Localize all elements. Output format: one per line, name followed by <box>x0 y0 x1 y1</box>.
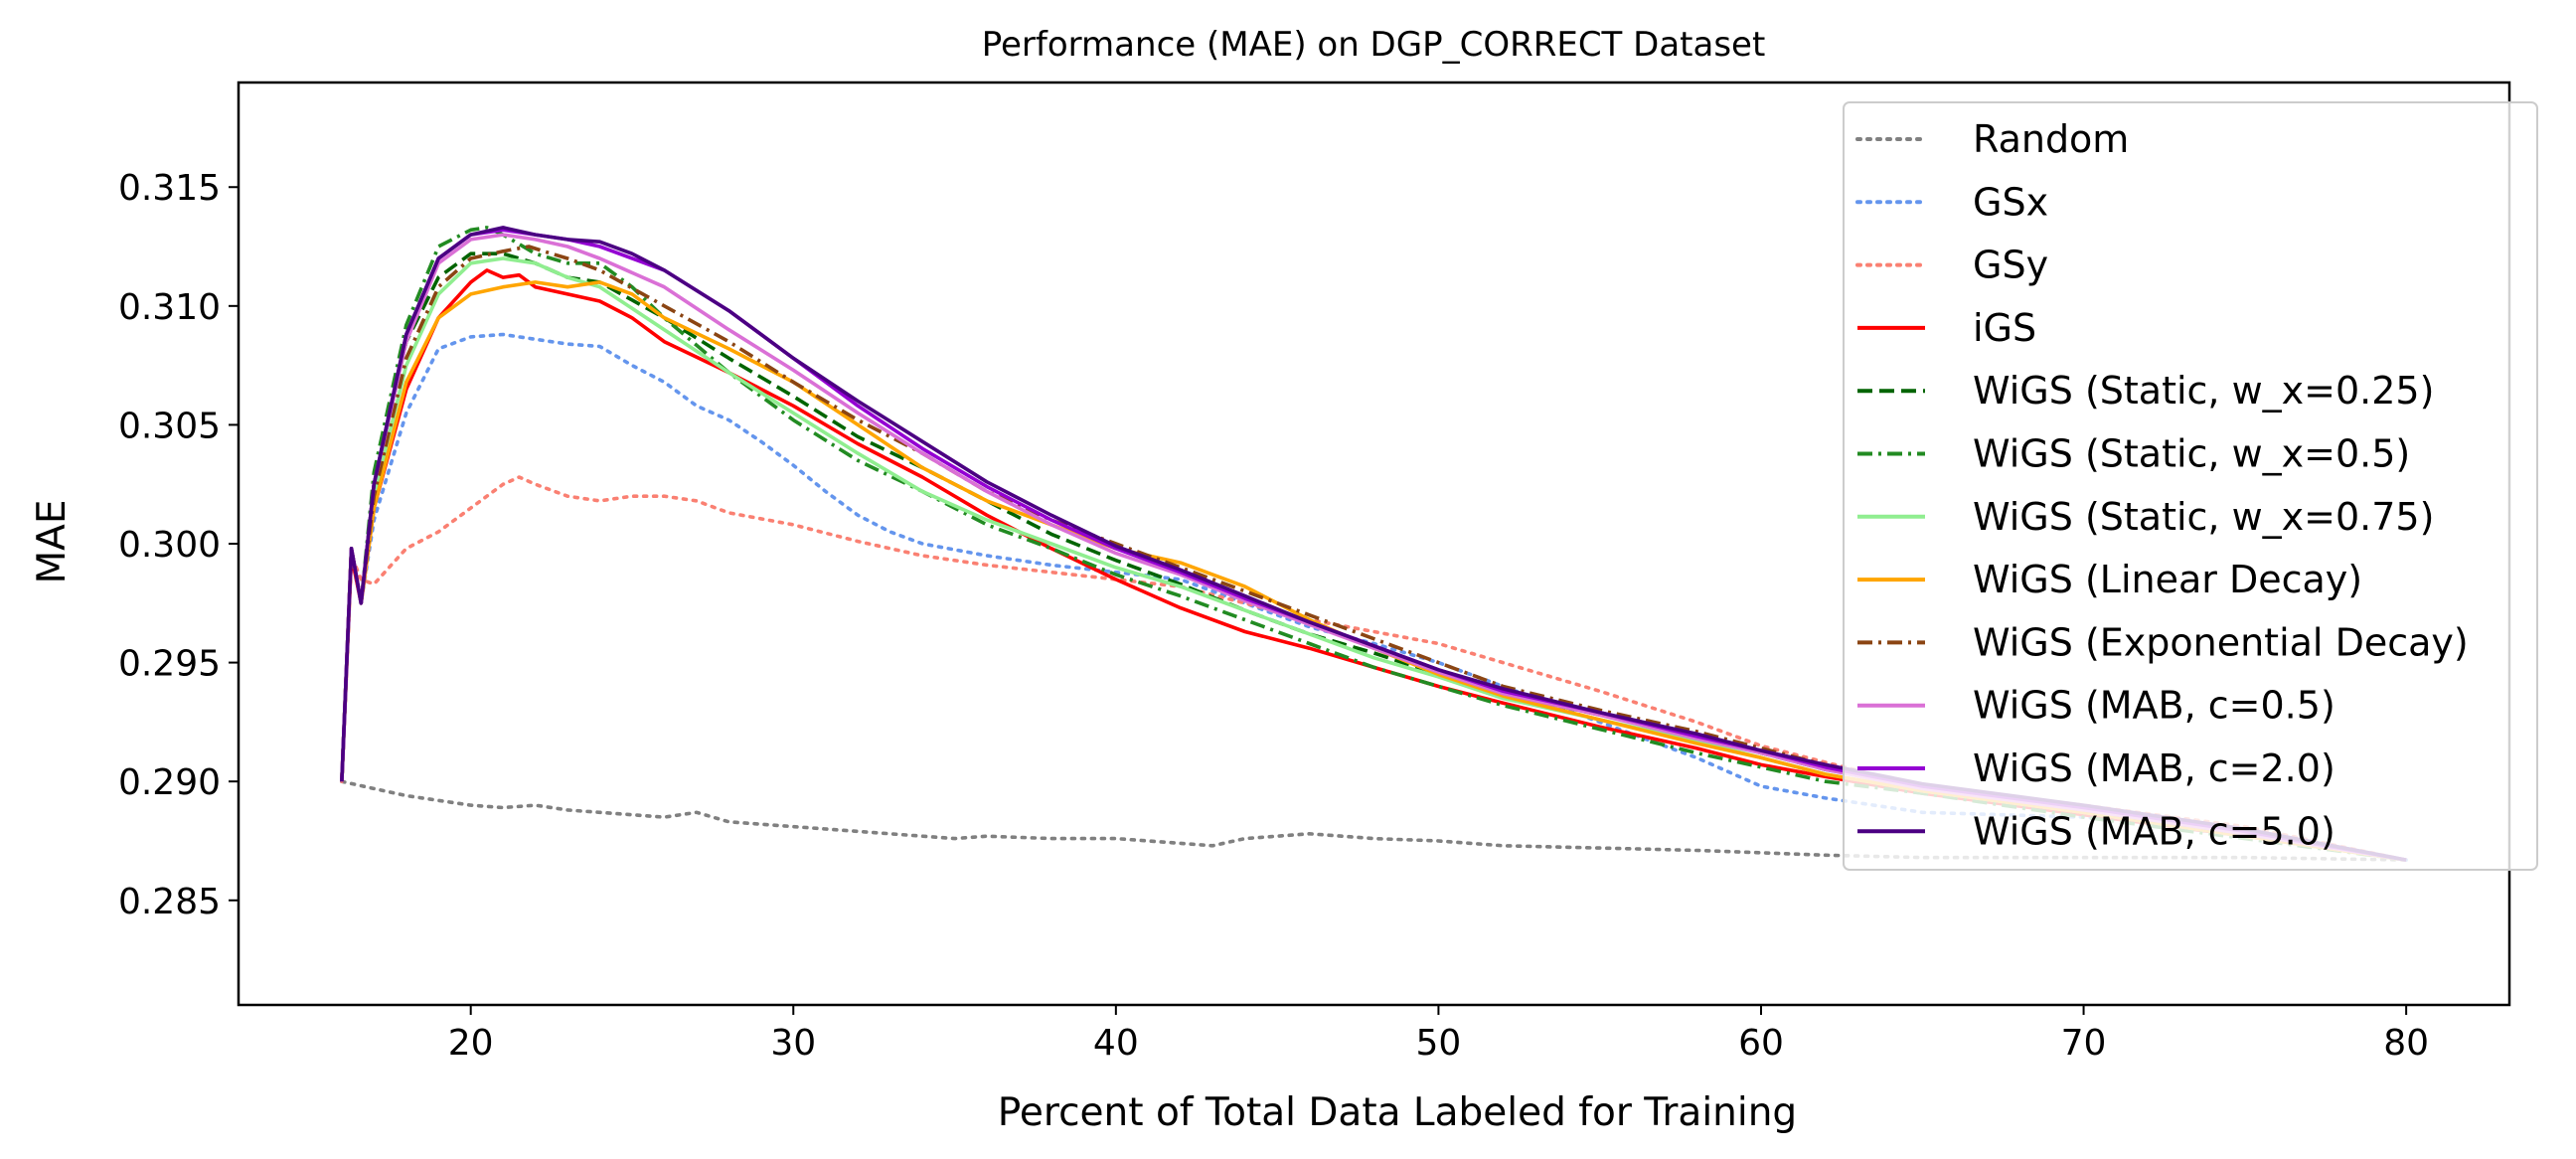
x-axis-label: Percent of Total Data Labeled for Traini… <box>998 1090 1797 1135</box>
legend-label: WiGS (Static, w_x=0.5) <box>1973 432 2410 476</box>
y-tick-label: 0.295 <box>118 644 221 685</box>
legend-label: WiGS (Static, w_x=0.25) <box>1973 369 2434 413</box>
legend-label: WiGS (Static, w_x=0.75) <box>1973 495 2434 539</box>
y-axis-label: MAE <box>30 500 75 584</box>
legend: Random GSx GSy iGS WiGS (Static, w_x=0.25) Wi… <box>1843 101 2538 871</box>
y-tick-label: 0.315 <box>118 168 221 209</box>
series-line <box>340 475 2408 862</box>
legend-label: WiGS (MAB, c=5.0) <box>1973 809 2335 853</box>
chart-title: Performance (MAE) on DGP_CORRECT Dataset <box>982 25 1766 65</box>
x-tick-label: 80 <box>2383 1023 2429 1064</box>
y-tick-label: 0.305 <box>118 406 221 446</box>
legend-label: iGS <box>1973 306 2036 350</box>
series-line <box>340 779 2408 862</box>
series-line <box>340 268 2407 862</box>
y-tick-label: 0.290 <box>118 762 221 803</box>
y-tick-label: 0.300 <box>118 525 221 566</box>
legend-label: GSy <box>1973 244 2048 287</box>
series-line <box>340 332 2408 862</box>
legend-label: WiGS (Linear Decay) <box>1973 558 2362 601</box>
legend-label: Random <box>1973 117 2129 161</box>
legend-label: WiGS (MAB, c=2.0) <box>1973 746 2335 790</box>
x-tick-label: 40 <box>1093 1023 1139 1064</box>
x-tick-label: 20 <box>448 1023 494 1064</box>
x-tick-label: 30 <box>770 1023 816 1064</box>
x-axis: 20 30 40 50 60 70 80 <box>448 1005 2429 1064</box>
y-tick-label: 0.310 <box>118 287 221 328</box>
series-line <box>340 226 2407 862</box>
series-layer <box>340 226 2408 862</box>
legend-box <box>1843 101 2538 871</box>
legend-label: WiGS (MAB, c=0.5) <box>1973 684 2335 728</box>
x-tick-label: 70 <box>2061 1023 2107 1064</box>
x-tick-label: 50 <box>1416 1023 1462 1064</box>
x-tick-label: 60 <box>1738 1023 1784 1064</box>
y-tick-label: 0.285 <box>118 882 221 922</box>
legend-label: GSx <box>1973 180 2048 224</box>
series-line <box>340 233 2407 862</box>
series-line <box>340 280 2407 862</box>
legend-label: WiGS (Exponential Decay) <box>1973 620 2469 664</box>
y-axis: 0.285 0.290 0.295 0.300 0.305 0.310 0.315 <box>118 168 239 922</box>
